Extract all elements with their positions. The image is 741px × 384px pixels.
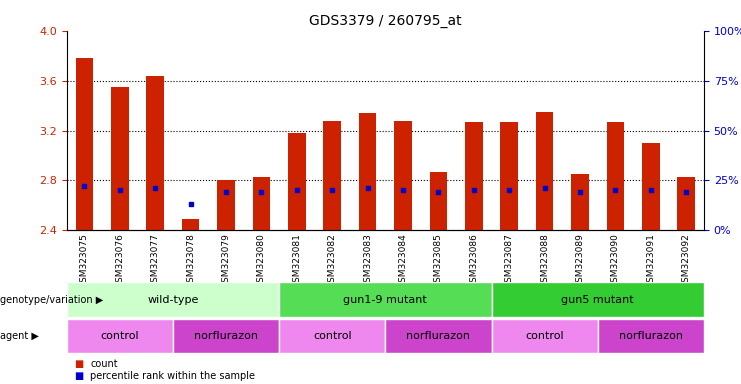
Bar: [394, 121, 412, 230]
Text: ■: ■: [74, 371, 83, 381]
Text: GSM323087: GSM323087: [505, 233, 514, 288]
Bar: [173, 319, 279, 353]
Text: GSM323078: GSM323078: [186, 233, 195, 288]
Text: gun5 mutant: gun5 mutant: [562, 295, 634, 305]
Text: GSM323089: GSM323089: [576, 233, 585, 288]
Bar: [146, 76, 164, 230]
Text: GSM323083: GSM323083: [363, 233, 372, 288]
Bar: [491, 319, 598, 353]
Text: genotype/variation ▶: genotype/variation ▶: [0, 295, 103, 305]
Text: GSM323081: GSM323081: [292, 233, 302, 288]
Text: GSM323079: GSM323079: [222, 233, 230, 288]
Text: GSM323088: GSM323088: [540, 233, 549, 288]
Bar: [67, 319, 173, 353]
Text: norflurazon: norflurazon: [406, 331, 471, 341]
Text: ■: ■: [74, 359, 83, 369]
Bar: [385, 319, 491, 353]
Text: GSM323077: GSM323077: [150, 233, 160, 288]
Text: agent ▶: agent ▶: [0, 331, 39, 341]
Text: GSM323090: GSM323090: [611, 233, 620, 288]
Text: percentile rank within the sample: percentile rank within the sample: [90, 371, 256, 381]
Text: GSM323084: GSM323084: [399, 233, 408, 288]
Bar: [465, 122, 482, 230]
Bar: [491, 282, 704, 317]
Text: GSM323076: GSM323076: [116, 233, 124, 288]
Bar: [111, 87, 129, 230]
Bar: [288, 133, 305, 230]
Text: norflurazon: norflurazon: [194, 331, 258, 341]
Text: GSM323085: GSM323085: [434, 233, 443, 288]
Bar: [279, 282, 491, 317]
Bar: [253, 177, 270, 230]
Bar: [76, 58, 93, 230]
Bar: [217, 180, 235, 230]
Text: control: control: [313, 331, 351, 341]
Bar: [536, 112, 554, 230]
Text: GSM323075: GSM323075: [80, 233, 89, 288]
Text: control: control: [525, 331, 564, 341]
Bar: [598, 319, 704, 353]
Text: GSM323080: GSM323080: [257, 233, 266, 288]
Bar: [500, 122, 518, 230]
Bar: [279, 319, 385, 353]
Bar: [677, 177, 695, 230]
Text: gun1-9 mutant: gun1-9 mutant: [343, 295, 428, 305]
Text: GSM323082: GSM323082: [328, 233, 336, 288]
Text: GSM323086: GSM323086: [469, 233, 479, 288]
Text: GSM323092: GSM323092: [682, 233, 691, 288]
Bar: [571, 174, 589, 230]
Bar: [323, 121, 341, 230]
Text: control: control: [101, 331, 139, 341]
Bar: [182, 219, 199, 230]
Bar: [430, 172, 448, 230]
Bar: [359, 113, 376, 230]
Text: GSM323091: GSM323091: [646, 233, 655, 288]
Text: norflurazon: norflurazon: [619, 331, 683, 341]
Bar: [67, 282, 279, 317]
Text: wild-type: wild-type: [147, 295, 199, 305]
Text: count: count: [90, 359, 118, 369]
Bar: [642, 143, 659, 230]
Bar: [607, 122, 624, 230]
Title: GDS3379 / 260795_at: GDS3379 / 260795_at: [309, 14, 462, 28]
